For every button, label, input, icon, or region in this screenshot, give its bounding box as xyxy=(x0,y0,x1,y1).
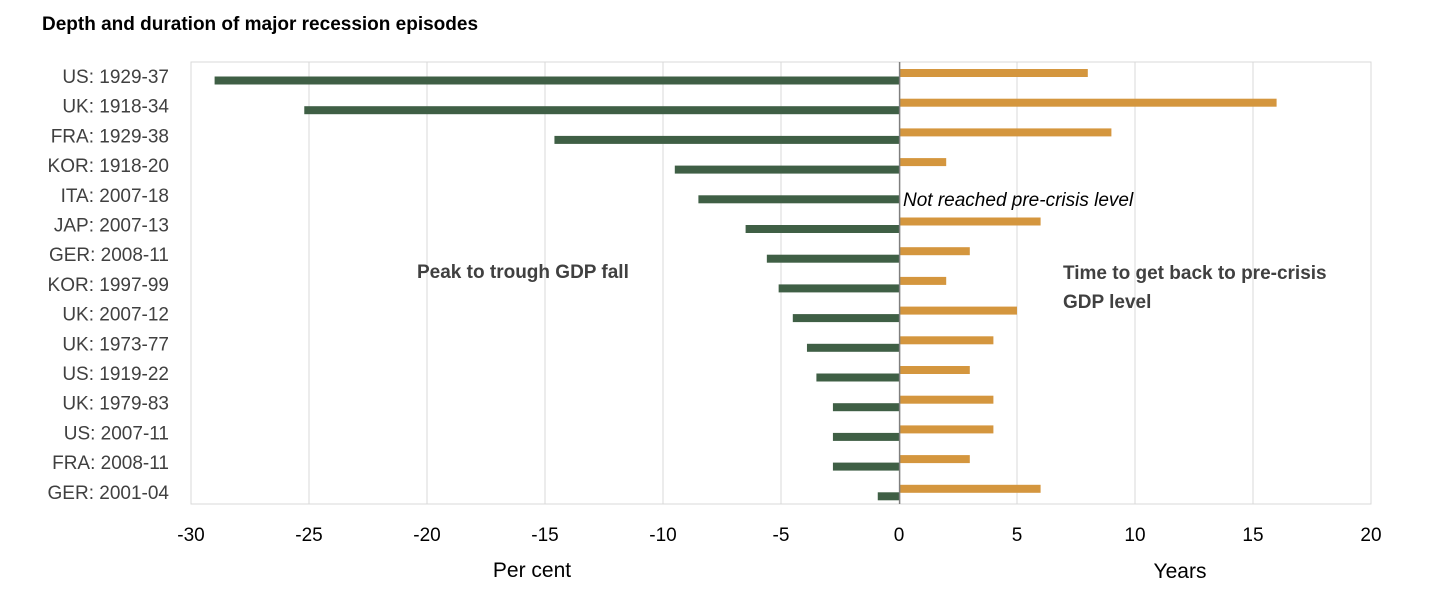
category-label: ITA: 2007-18 xyxy=(61,186,169,207)
category-label: US: 1929-37 xyxy=(62,67,169,88)
bar-gdp-fall xyxy=(766,254,899,263)
category-label: KOR: 1918-20 xyxy=(48,156,169,177)
bar-years-to-recover xyxy=(899,366,970,374)
category-label: US: 1919-22 xyxy=(62,364,169,385)
bar-gdp-fall xyxy=(792,314,899,323)
bar-years-to-recover xyxy=(899,98,1277,107)
x-tick-label: 15 xyxy=(1242,525,1263,546)
category-label: UK: 1918-34 xyxy=(62,97,169,118)
bar-years-to-recover xyxy=(899,484,1041,493)
annotation-time-to-recover-line2: GDP level xyxy=(1063,292,1151,313)
bar-gdp-fall xyxy=(832,403,899,412)
bar-gdp-fall xyxy=(877,492,899,501)
x-axis-label-left: Per cent xyxy=(493,559,571,582)
category-label: UK: 1979-83 xyxy=(62,394,169,415)
bar-gdp-fall xyxy=(214,76,900,85)
bar-gdp-fall xyxy=(698,195,899,204)
bar-years-to-recover xyxy=(899,395,994,404)
x-tick-labels: -30 -25 -20 -15 -10 -5 0 5 10 15 20 xyxy=(177,525,1381,546)
annotation-not-reached: Not reached pre-crisis level xyxy=(903,190,1134,211)
category-label: FRA: 1929-38 xyxy=(51,126,169,147)
annotation-time-to-recover-line1: Time to get back to pre-crisis xyxy=(1063,263,1327,284)
bar-gdp-fall xyxy=(674,165,899,174)
bar-years-to-recover xyxy=(899,247,970,256)
x-tick-label: -25 xyxy=(295,525,322,546)
category-label: JAP: 2007-13 xyxy=(54,216,169,237)
bar-gdp-fall xyxy=(832,432,899,441)
category-label: UK: 1973-77 xyxy=(62,334,169,355)
x-tick-label: -15 xyxy=(531,525,558,546)
bar-gdp-fall xyxy=(778,284,899,293)
category-label: GER: 2001-04 xyxy=(48,483,170,504)
category-label: US: 2007-11 xyxy=(64,423,169,444)
bar-years-to-recover xyxy=(899,306,1017,315)
bar-gdp-fall xyxy=(832,462,899,471)
bars xyxy=(214,69,1277,501)
x-tick-label: -20 xyxy=(413,525,440,546)
bar-gdp-fall xyxy=(745,225,899,233)
chart-title: Depth and duration of major recession ep… xyxy=(42,14,479,35)
x-tick-label: 5 xyxy=(1012,525,1023,546)
bar-years-to-recover xyxy=(899,217,1041,226)
bar-years-to-recover xyxy=(899,158,947,167)
bar-years-to-recover xyxy=(899,336,994,345)
bar-gdp-fall xyxy=(304,106,899,115)
annotation-peak-to-trough: Peak to trough GDP fall xyxy=(417,262,629,283)
category-labels: US: 1929-37 UK: 1918-34 FRA: 1929-38 KOR: 1… xyxy=(48,67,170,504)
category-label: UK: 2007-12 xyxy=(62,305,169,326)
x-tick-label: -5 xyxy=(773,525,790,546)
x-tick-label: 20 xyxy=(1360,525,1381,546)
bar-years-to-recover xyxy=(899,425,994,434)
bar-gdp-fall xyxy=(816,373,899,382)
grid-lines xyxy=(308,62,1254,504)
bar-years-to-recover xyxy=(899,69,1088,77)
category-label: KOR: 1997-99 xyxy=(48,275,169,296)
bar-years-to-recover xyxy=(899,128,1112,137)
bar-years-to-recover xyxy=(899,455,970,464)
x-tick-label: -10 xyxy=(649,525,676,546)
x-tick-label: 10 xyxy=(1124,525,1145,546)
bar-gdp-fall xyxy=(554,135,899,144)
x-tick-label: 0 xyxy=(894,525,905,546)
bar-years-to-recover xyxy=(899,276,947,285)
bar-gdp-fall xyxy=(806,343,899,352)
category-label: FRA: 2008-11 xyxy=(52,453,169,474)
category-label: GER: 2008-11 xyxy=(49,245,169,266)
x-axis-label-right: Years xyxy=(1154,560,1207,583)
x-tick-label: -30 xyxy=(177,525,204,546)
